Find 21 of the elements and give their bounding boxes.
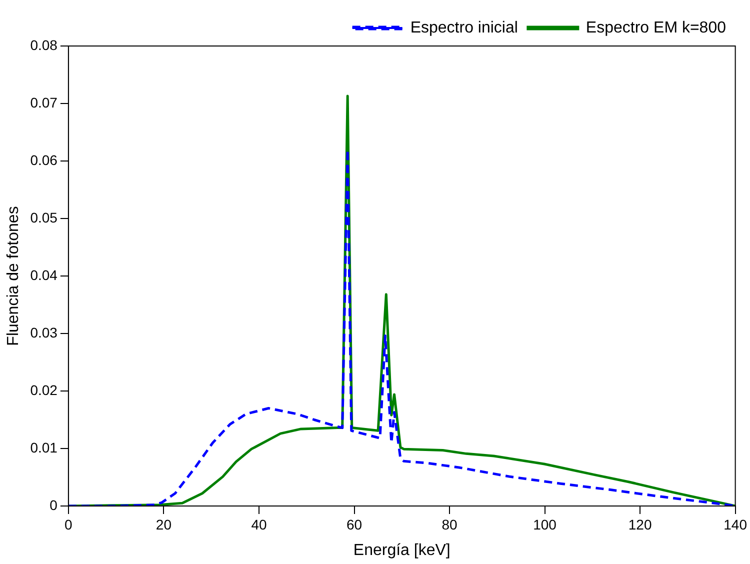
- y-tick-label: 0.02: [30, 382, 58, 398]
- x-tick-label: 60: [346, 516, 362, 532]
- y-tick-label: 0.08: [30, 36, 58, 53]
- x-tick-label: 120: [628, 516, 652, 532]
- y-tick-label: 0.04: [30, 266, 58, 283]
- legend-label: Espectro EM k=800: [586, 19, 726, 36]
- y-axis-title: Fluencia de fotones: [5, 206, 22, 346]
- x-tick-label: 100: [533, 516, 557, 532]
- x-tick-label: 80: [442, 516, 458, 532]
- y-tick-label: 0.06: [30, 152, 58, 168]
- y-tick-label: 0.03: [30, 324, 58, 340]
- legend-label: Espectro inicial: [410, 19, 518, 36]
- x-tick-label: 40: [251, 516, 267, 532]
- y-tick-label: 0.01: [30, 439, 58, 456]
- x-tick-label: 0: [64, 516, 73, 532]
- x-axis-title: Energía [keV]: [353, 542, 450, 559]
- y-tick-label: 0: [50, 496, 58, 513]
- y-tick-label: 0.05: [30, 209, 58, 226]
- x-tick-label: 20: [156, 516, 172, 532]
- x-tick-label: 140: [724, 516, 748, 532]
- y-tick-label: 0.07: [30, 94, 58, 110]
